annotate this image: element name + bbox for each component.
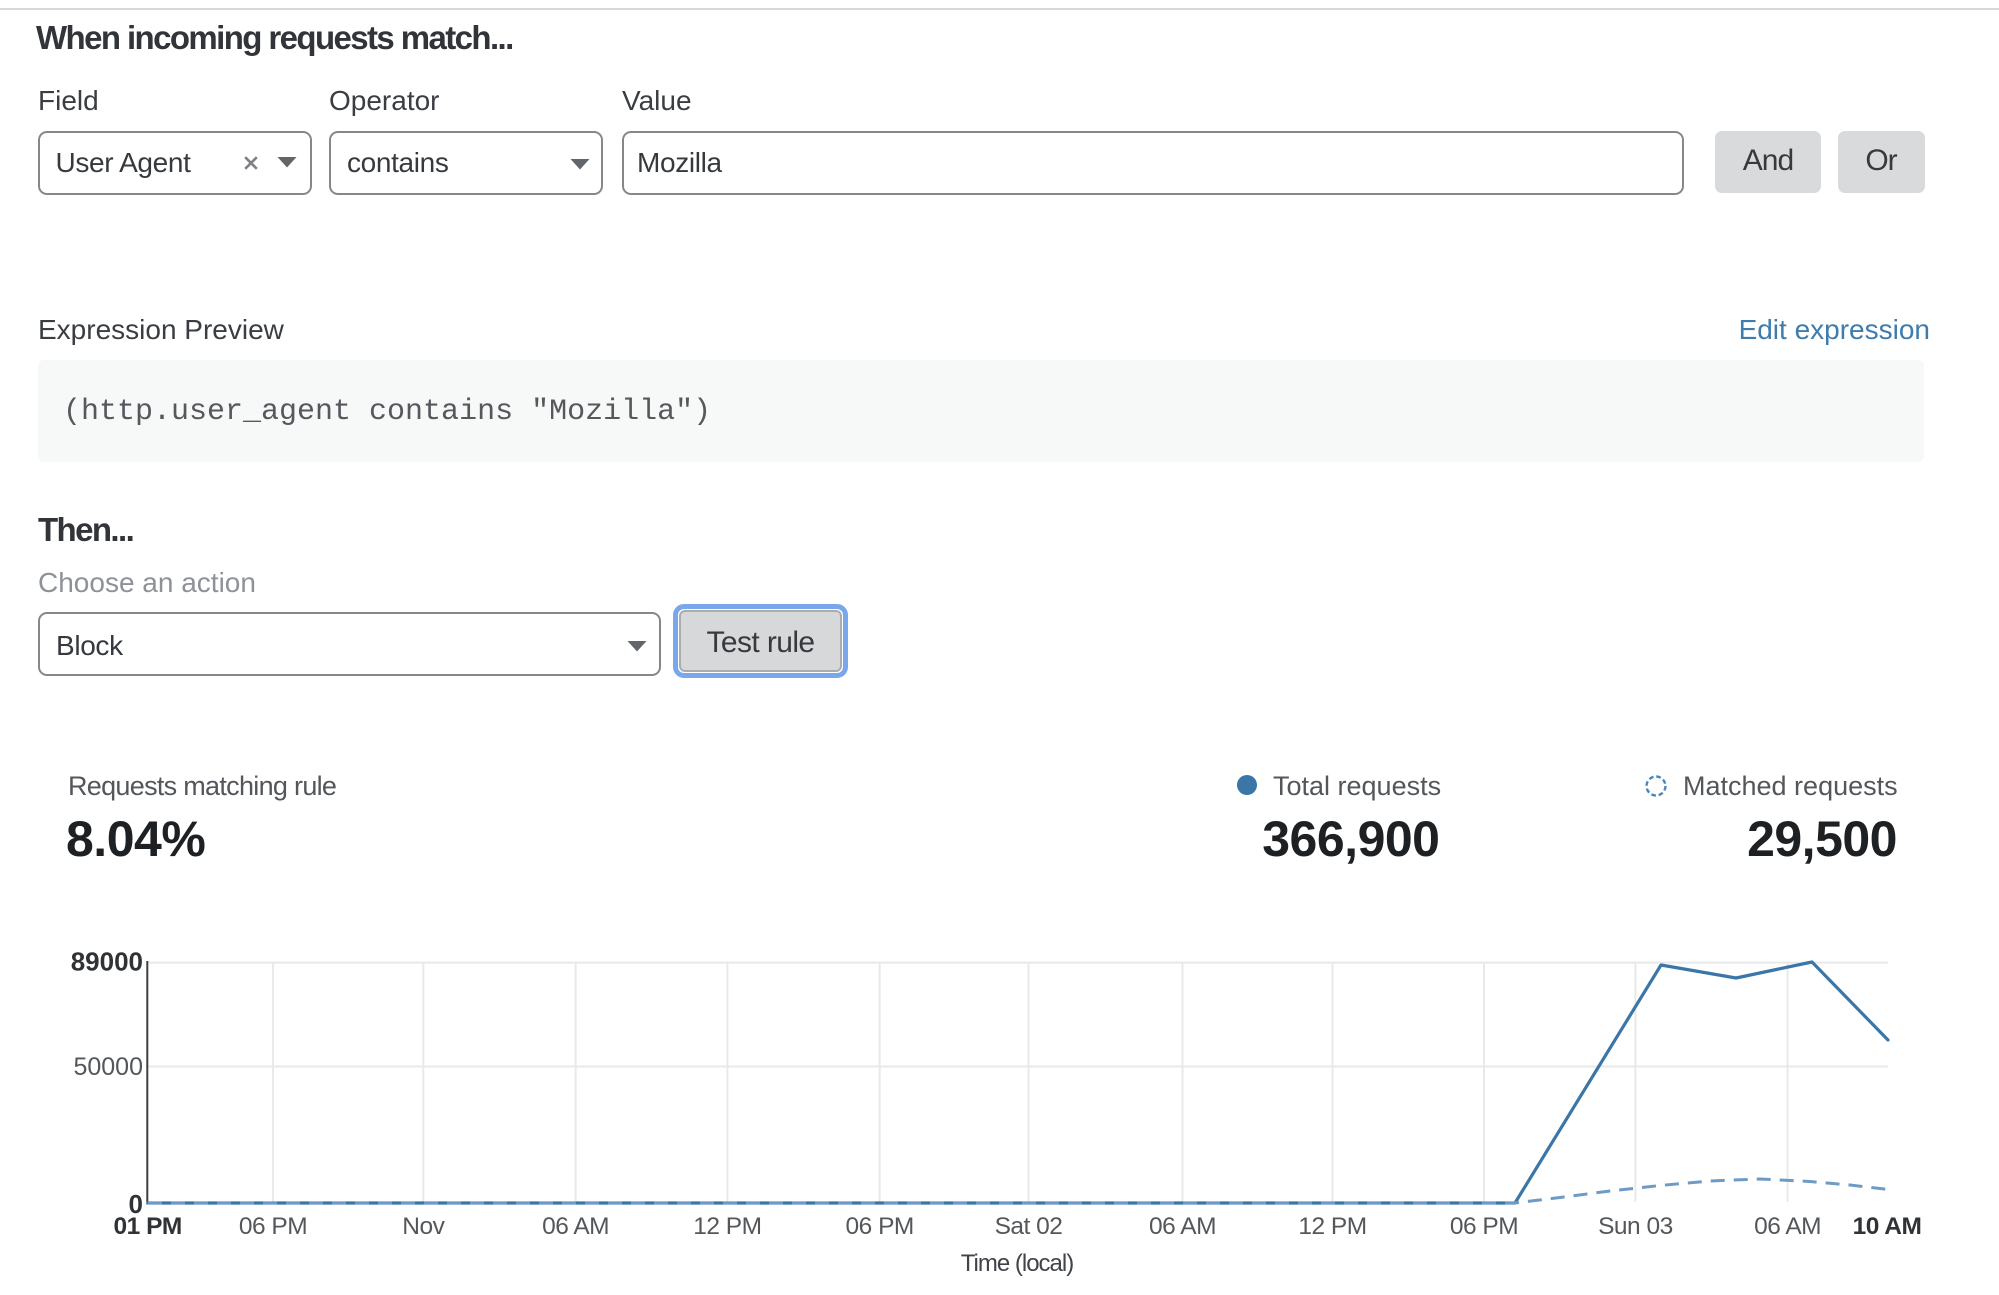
svg-text:06 AM: 06 AM (1149, 1213, 1216, 1240)
svg-text:06 AM: 06 AM (542, 1213, 609, 1240)
svg-text:50000: 50000 (73, 1053, 143, 1081)
svg-text:89000: 89000 (71, 947, 143, 977)
svg-text:0: 0 (129, 1189, 143, 1219)
svg-text:12 PM: 12 PM (1298, 1213, 1366, 1240)
svg-text:10 AM: 10 AM (1853, 1213, 1922, 1240)
svg-text:06 PM: 06 PM (846, 1213, 914, 1240)
svg-text:06 PM: 06 PM (1450, 1213, 1518, 1240)
svg-text:Time (local): Time (local) (961, 1250, 1073, 1277)
svg-text:06 AM: 06 AM (1754, 1213, 1821, 1240)
svg-text:06 PM: 06 PM (239, 1213, 307, 1240)
svg-text:01 PM: 01 PM (114, 1213, 182, 1240)
svg-text:Sun 03: Sun 03 (1598, 1213, 1673, 1240)
svg-text:12 PM: 12 PM (693, 1213, 761, 1240)
svg-text:Nov: Nov (402, 1213, 445, 1240)
svg-text:Sat 02: Sat 02 (995, 1213, 1063, 1240)
